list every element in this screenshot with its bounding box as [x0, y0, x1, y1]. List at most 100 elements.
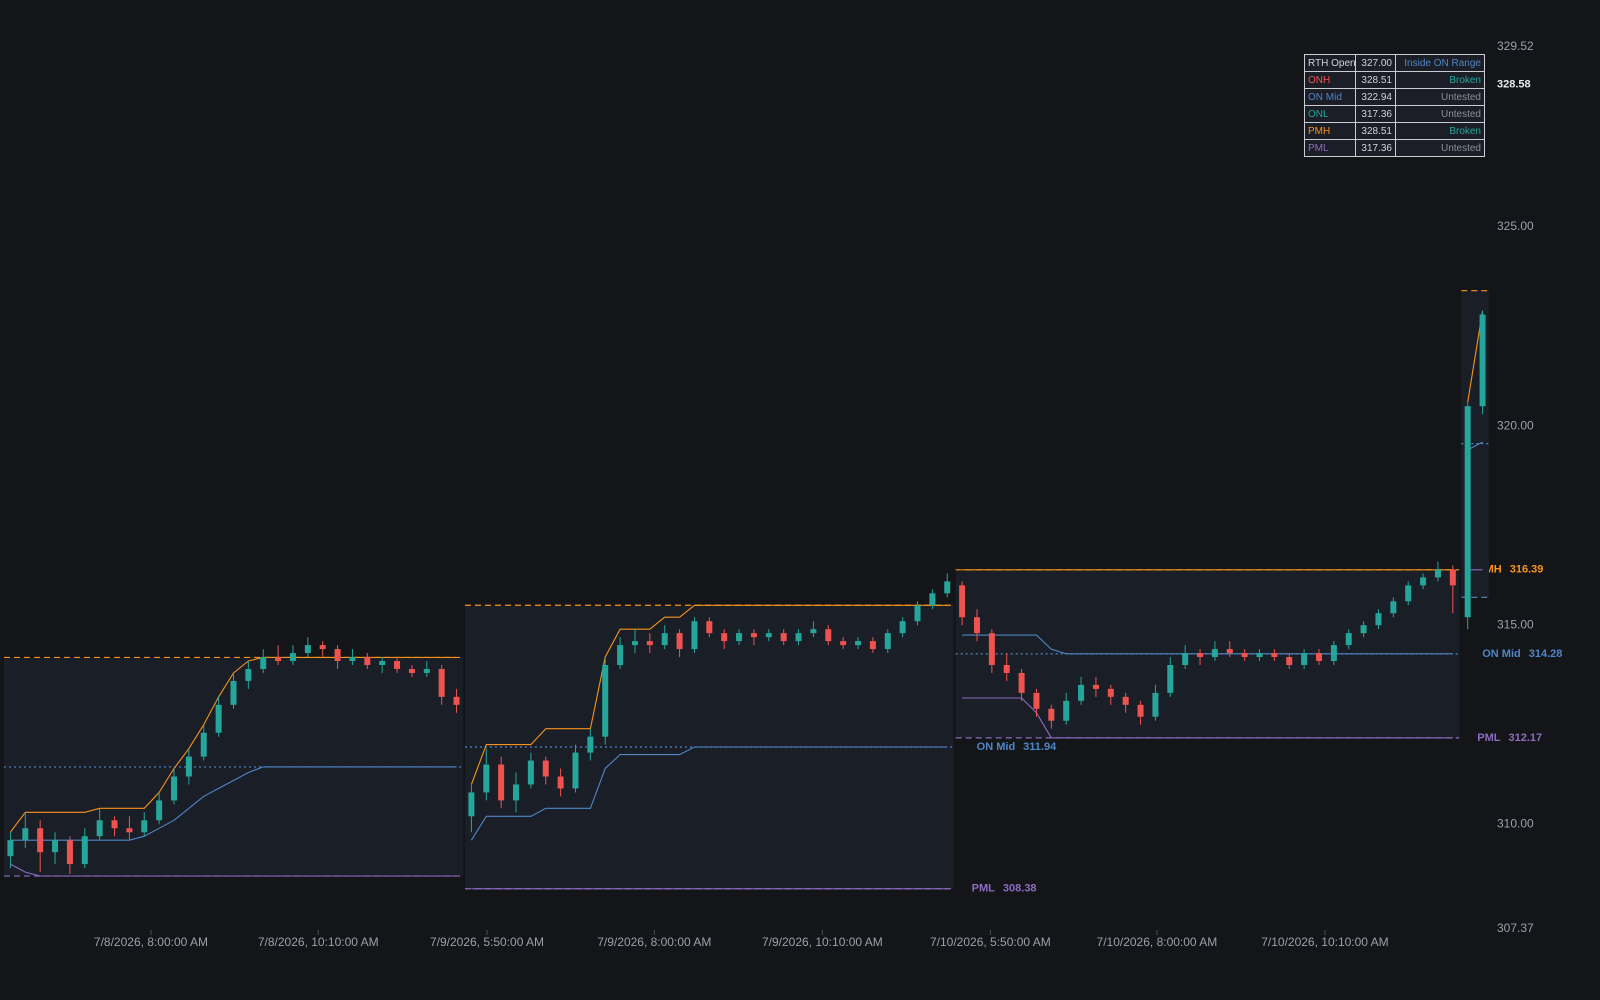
candle-body — [944, 581, 951, 594]
level-name: ON Mid — [977, 741, 1016, 753]
candle-body — [1301, 653, 1308, 665]
table-cell: 327.00 — [1355, 54, 1396, 72]
level-value: 312.17 — [1508, 732, 1542, 744]
y-tick-label: 307.37 — [1497, 921, 1534, 935]
table-cell: Untested — [1395, 139, 1485, 157]
candle-body — [1241, 653, 1248, 658]
candle-body — [988, 633, 995, 665]
table-cell: Broken — [1395, 122, 1485, 140]
candle-body — [364, 657, 371, 665]
candle-body — [527, 760, 534, 785]
table-cell: ONL — [1304, 105, 1356, 123]
candle-body — [513, 784, 520, 801]
candle-body — [275, 657, 282, 662]
table-row: RTH Open 327.00 Inside ON Range — [1304, 54, 1485, 72]
table-cell: 317.36 — [1355, 105, 1396, 123]
candle-body — [1405, 585, 1412, 602]
candle-body — [840, 641, 847, 646]
candle-body — [1211, 649, 1218, 658]
candle-body — [1434, 569, 1441, 578]
candle-body — [96, 820, 103, 837]
candle-body — [394, 661, 401, 669]
candle-body — [617, 645, 624, 665]
candle-body — [66, 840, 73, 865]
status-table-body: RTH Open 327.00 Inside ON Range ONH 328.51 Br… — [1304, 54, 1485, 157]
table-cell: 317.36 — [1355, 139, 1396, 157]
candle-body — [1063, 700, 1070, 721]
indicator-line — [10, 863, 457, 877]
candle-body — [1018, 672, 1025, 693]
candle-body — [1092, 684, 1099, 689]
level-name: PML — [972, 883, 996, 895]
candle-body — [1449, 569, 1456, 586]
candle-body — [81, 836, 88, 865]
candle-body — [334, 649, 341, 662]
candle-body — [245, 668, 252, 681]
candle-body — [230, 680, 237, 705]
candle-body — [602, 664, 609, 737]
y-tick-label: 325.00 — [1497, 219, 1534, 233]
candle-body — [1137, 704, 1144, 717]
y-tick-label: 310.00 — [1497, 816, 1534, 830]
candle-body — [973, 617, 980, 634]
level-value: 316.39 — [1510, 564, 1544, 576]
candle-body — [587, 736, 594, 753]
candle-body — [408, 668, 415, 673]
candle-body — [1315, 653, 1322, 662]
table-cell: Untested — [1395, 105, 1485, 123]
candle-body — [825, 629, 832, 642]
candle-body — [795, 633, 802, 642]
table-cell: PML — [1304, 139, 1356, 157]
candle-body — [869, 641, 876, 650]
x-tick-label: 7/10/2026, 10:10:00 AM — [1261, 935, 1388, 949]
level-name: PML — [1477, 732, 1501, 744]
candle-body — [676, 633, 683, 650]
candle-body — [691, 621, 698, 650]
candle-body — [1033, 692, 1040, 709]
table-cell: RTH Open — [1304, 54, 1356, 72]
table-cell: ONH — [1304, 71, 1356, 89]
candle-body — [1182, 653, 1189, 665]
y-tick-label: 320.00 — [1497, 418, 1534, 432]
candle-body — [572, 752, 579, 789]
candle-body — [483, 764, 490, 793]
table-row: PML 317.36 Untested — [1304, 139, 1485, 157]
candle-body — [1464, 406, 1471, 618]
candle-body — [721, 633, 728, 642]
candle-body — [319, 645, 326, 650]
candle-body — [7, 840, 14, 857]
candle-body — [52, 840, 59, 853]
candle-body — [810, 629, 817, 634]
candle-body — [1122, 696, 1129, 705]
candle-body — [215, 704, 222, 733]
table-row: ON Mid 322.94 Untested — [1304, 88, 1485, 106]
candle-body — [171, 776, 178, 801]
candle-body — [1107, 688, 1114, 697]
table-cell: PMH — [1304, 122, 1356, 140]
candle-body — [1286, 657, 1293, 665]
candle-body — [1152, 692, 1159, 717]
candle-body — [929, 593, 936, 606]
level-name: ON Mid — [1482, 648, 1521, 660]
y-tick-label: 329.52 — [1497, 39, 1534, 53]
table-cell: Broken — [1395, 71, 1485, 89]
candle-body — [1078, 684, 1085, 701]
candle-body — [423, 668, 430, 673]
table-row: ONL 317.36 Untested — [1304, 105, 1485, 123]
candle-body — [1479, 314, 1486, 407]
level-value: 314.28 — [1529, 648, 1563, 660]
candle-body — [1375, 613, 1382, 626]
table-row: PMH 328.51 Broken — [1304, 122, 1485, 140]
candle-body — [200, 732, 207, 757]
indicator-line — [470, 604, 948, 785]
x-tick-label: 7/9/2026, 8:00:00 AM — [597, 935, 711, 949]
candle-body — [111, 820, 118, 829]
table-cell: Inside ON Range — [1395, 54, 1485, 72]
status-table: RTH Open 327.00 Inside ON Range ONH 328.51 Br… — [1304, 54, 1485, 157]
candle-body — [1256, 653, 1263, 658]
candle-body — [349, 657, 356, 662]
candle-body — [438, 668, 445, 697]
indicator-line — [470, 746, 948, 841]
candle-body — [289, 653, 296, 662]
